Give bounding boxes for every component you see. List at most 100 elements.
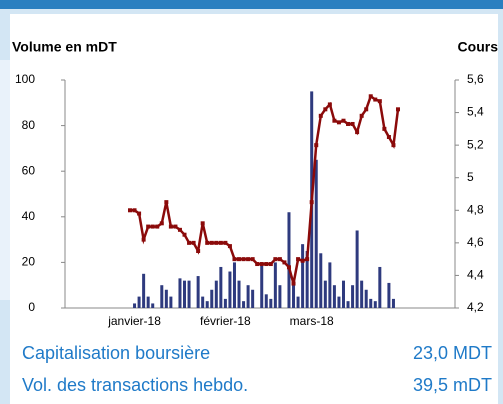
- price-point: [277, 257, 282, 262]
- bar: [214, 280, 218, 308]
- price-point: [268, 262, 273, 267]
- bar: [160, 285, 164, 308]
- bar: [196, 276, 200, 308]
- bar: [351, 285, 355, 308]
- bar: [228, 271, 232, 308]
- price-point: [227, 244, 232, 249]
- bar: [328, 262, 332, 308]
- y-axis-title: Volume en mDT: [12, 39, 117, 55]
- y2-tick-label: 4,8: [467, 202, 484, 216]
- price-point: [259, 262, 264, 267]
- price-point: [155, 224, 160, 229]
- price-point: [318, 113, 323, 118]
- price-point: [214, 240, 219, 245]
- price-point: [368, 94, 373, 99]
- y-tick-label: 20: [22, 255, 36, 269]
- y2-tick-label: 4,6: [467, 235, 484, 249]
- price-point: [168, 224, 173, 229]
- y2-tick-label: 5: [467, 170, 474, 184]
- bar: [164, 289, 168, 308]
- price-point: [246, 257, 251, 262]
- price-point: [291, 281, 296, 286]
- bar: [219, 266, 223, 308]
- price-point: [377, 99, 382, 104]
- price-point: [191, 240, 196, 245]
- bar: [246, 285, 250, 308]
- left-strip: [0, 60, 10, 300]
- stat-label: Capitalisation boursière: [22, 343, 211, 363]
- bar: [387, 282, 391, 308]
- bar: [210, 289, 214, 308]
- bar: [232, 262, 236, 308]
- price-point: [309, 200, 314, 205]
- y2-tick-label: 5,6: [467, 72, 484, 86]
- bar: [178, 278, 182, 308]
- price-point: [327, 102, 332, 107]
- price-point: [205, 240, 210, 245]
- price-point: [200, 221, 205, 226]
- price-point: [150, 224, 155, 229]
- price-point: [391, 143, 396, 148]
- bar: [296, 296, 300, 308]
- price-point: [359, 113, 364, 118]
- stat-row: Vol. des transactions hebdo. 39,5 mDT: [22, 375, 492, 396]
- y-tick-label: 80: [22, 118, 36, 132]
- price-point: [159, 221, 164, 226]
- price-point: [128, 208, 132, 213]
- price-point: [373, 97, 378, 102]
- bar: [269, 298, 273, 308]
- bar: [187, 280, 191, 308]
- bar: [332, 285, 336, 308]
- price-point: [273, 257, 278, 262]
- bar: [223, 298, 227, 308]
- price-point: [296, 257, 301, 262]
- bar: [391, 298, 395, 308]
- bar: [337, 296, 341, 308]
- price-point: [305, 257, 310, 262]
- bar: [305, 251, 309, 308]
- price-point: [364, 107, 369, 112]
- price-point: [187, 240, 192, 245]
- bar: [341, 280, 345, 308]
- stat-label: Vol. des transactions hebdo.: [22, 375, 249, 395]
- price-point: [164, 200, 169, 205]
- price-point: [264, 262, 269, 267]
- y-tick-label: 40: [22, 209, 36, 223]
- top-band: [0, 0, 503, 9]
- bar: [360, 280, 364, 308]
- bar: [251, 289, 255, 308]
- bar: [323, 280, 327, 308]
- bar: [292, 280, 296, 308]
- y2-tick-label: 5,2: [467, 137, 484, 151]
- y2-tick-label: 4,2: [467, 300, 484, 314]
- x-tick-label: février-18: [200, 314, 251, 328]
- panel: [10, 14, 498, 404]
- y2-axis-title: Cours: [458, 39, 499, 55]
- stat-value: 23,0 MDT: [412, 343, 492, 363]
- price-point: [386, 135, 391, 139]
- price-point: [282, 260, 287, 265]
- bar: [146, 296, 150, 308]
- bar: [278, 285, 282, 308]
- bar: [373, 301, 377, 308]
- price-point: [336, 120, 341, 125]
- x-tick-label: janvier-18: [107, 314, 161, 328]
- bar: [133, 303, 137, 308]
- price-point: [314, 143, 319, 148]
- price-point: [146, 224, 151, 229]
- bar: [183, 280, 187, 308]
- bar: [355, 230, 359, 308]
- price-point: [223, 240, 228, 245]
- y-tick-label: 0: [28, 300, 35, 314]
- y-tick-label: 60: [22, 163, 36, 177]
- bar: [237, 280, 241, 308]
- price-point: [137, 211, 142, 216]
- bar: [242, 301, 246, 308]
- price-point: [132, 208, 137, 213]
- price-point: [332, 118, 337, 123]
- price-point: [182, 232, 187, 237]
- price-point: [196, 249, 201, 253]
- stat-row: Capitalisation boursière 23,0 MDT: [22, 343, 492, 364]
- bar: [364, 289, 368, 308]
